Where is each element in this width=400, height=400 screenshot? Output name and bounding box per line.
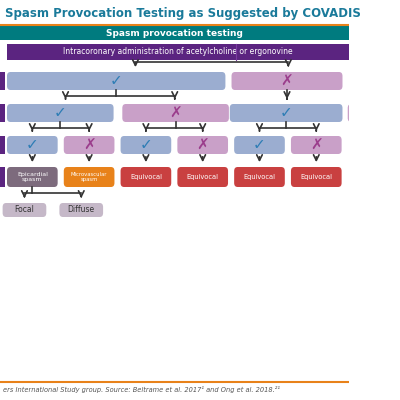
FancyBboxPatch shape — [0, 72, 5, 90]
FancyBboxPatch shape — [232, 72, 342, 90]
FancyBboxPatch shape — [0, 167, 5, 187]
Text: ✗: ✗ — [196, 138, 209, 152]
Text: ✓: ✓ — [253, 138, 266, 152]
Text: Diffuse: Diffuse — [68, 206, 95, 214]
FancyBboxPatch shape — [234, 136, 285, 154]
FancyBboxPatch shape — [120, 167, 171, 187]
FancyBboxPatch shape — [7, 72, 226, 90]
FancyBboxPatch shape — [291, 167, 342, 187]
FancyBboxPatch shape — [64, 136, 114, 154]
Text: Epicardial
spasm: Epicardial spasm — [17, 172, 48, 182]
FancyBboxPatch shape — [0, 104, 5, 122]
Text: Equivocal: Equivocal — [244, 174, 276, 180]
Text: Microvascular
spasm: Microvascular spasm — [71, 172, 107, 182]
Text: Spasm provocation testing: Spasm provocation testing — [106, 28, 243, 38]
FancyBboxPatch shape — [230, 104, 342, 122]
FancyBboxPatch shape — [60, 203, 103, 217]
FancyBboxPatch shape — [0, 136, 5, 154]
Text: Equivocal: Equivocal — [130, 174, 162, 180]
FancyBboxPatch shape — [7, 167, 58, 187]
FancyBboxPatch shape — [177, 167, 228, 187]
Text: ✓: ✓ — [140, 138, 152, 152]
FancyBboxPatch shape — [7, 44, 350, 60]
FancyBboxPatch shape — [348, 104, 392, 122]
FancyBboxPatch shape — [7, 104, 114, 122]
FancyBboxPatch shape — [3, 203, 46, 217]
Text: ✓: ✓ — [110, 74, 122, 88]
Text: ✓: ✓ — [54, 106, 67, 120]
Text: ers International Study group. Source: Beltrame et al. 2017¹ and Ong et al. 2018: ers International Study group. Source: B… — [4, 386, 280, 393]
Text: Equivocal: Equivocal — [187, 174, 219, 180]
Text: ✗: ✗ — [310, 138, 323, 152]
Text: Intracoronary administration of acetylcholine or ergonovine: Intracoronary administration of acetylch… — [64, 48, 293, 56]
FancyBboxPatch shape — [7, 136, 58, 154]
Text: Focal: Focal — [14, 206, 34, 214]
FancyBboxPatch shape — [64, 167, 114, 187]
FancyBboxPatch shape — [177, 136, 228, 154]
FancyBboxPatch shape — [291, 136, 342, 154]
Text: ✗: ✗ — [281, 74, 293, 88]
Text: Spasm Provocation Testing as Suggested by COVADIS: Spasm Provocation Testing as Suggested b… — [5, 7, 361, 20]
FancyBboxPatch shape — [122, 104, 229, 122]
FancyBboxPatch shape — [120, 136, 171, 154]
Text: ✓: ✓ — [280, 106, 292, 120]
Text: ✗: ✗ — [83, 138, 96, 152]
Text: Equivocal: Equivocal — [300, 174, 332, 180]
Text: ✓: ✓ — [26, 138, 39, 152]
Text: ✗: ✗ — [169, 106, 182, 120]
FancyBboxPatch shape — [0, 26, 350, 40]
FancyBboxPatch shape — [234, 167, 285, 187]
